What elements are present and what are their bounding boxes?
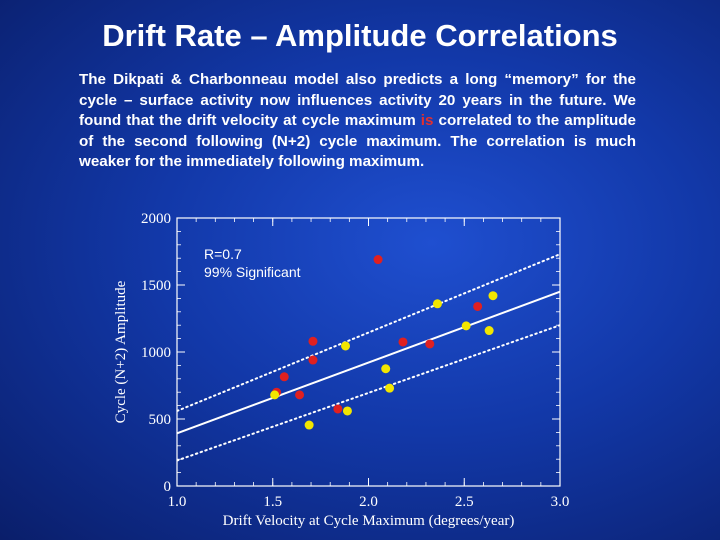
- red-data-point: [473, 301, 483, 311]
- red-data-point: [308, 355, 318, 365]
- y-tick-label: 0: [164, 479, 172, 495]
- yellow-data-point: [432, 299, 442, 309]
- red-data-point: [373, 255, 383, 265]
- x-tick-label: 2.5: [455, 494, 474, 510]
- yellow-data-point: [461, 321, 471, 331]
- yellow-data-point: [270, 390, 280, 400]
- yellow-data-point: [385, 383, 395, 393]
- red-data-point: [398, 337, 408, 347]
- y-tick-label: 2000: [141, 211, 171, 227]
- yellow-data-point: [484, 326, 494, 336]
- yellow-data-point: [488, 291, 498, 301]
- upper-bound-line: [177, 253, 560, 412]
- slide-body-text: The Dikpati & Charbonneau model also pre…: [79, 70, 636, 173]
- y-tick-label: 1000: [141, 345, 171, 361]
- x-tick-label: 1.5: [263, 494, 282, 510]
- correlation-label: R=0.7: [204, 246, 242, 262]
- x-tick-label: 3.0: [551, 494, 570, 510]
- body-text-part-1: The Dikpati & Charbonneau model also pre…: [79, 71, 636, 129]
- red-data-point: [295, 390, 305, 400]
- red-data-point: [333, 404, 343, 414]
- slide-title: Drift Rate – Amplitude Correlations: [102, 18, 618, 53]
- x-axis-label: Drift Velocity at Cycle Maximum (degrees…: [223, 513, 515, 529]
- yellow-data-point: [342, 406, 352, 416]
- x-tick-label: 2.0: [359, 494, 378, 510]
- red-data-point: [279, 372, 289, 382]
- yellow-data-point: [381, 364, 391, 374]
- y-tick-label: 500: [149, 412, 172, 428]
- y-axis-label: Cycle (N+2) Amplitude: [113, 280, 129, 423]
- yellow-data-point: [341, 341, 351, 351]
- red-data-point: [425, 339, 435, 349]
- body-text-part-2: correlated to the amplitude of the secon…: [79, 112, 636, 170]
- chart-annotation: R=0.7 99% Significant: [204, 245, 301, 281]
- fit-line: [177, 290, 560, 435]
- yellow-data-point: [304, 420, 314, 430]
- red-data-point: [308, 336, 318, 346]
- x-tick-label: 1.0: [168, 494, 187, 510]
- lower-bound-line: [177, 324, 560, 462]
- significance-label: 99% Significant: [204, 264, 301, 280]
- body-text-highlight: is: [420, 112, 434, 129]
- y-tick-label: 1500: [141, 278, 171, 294]
